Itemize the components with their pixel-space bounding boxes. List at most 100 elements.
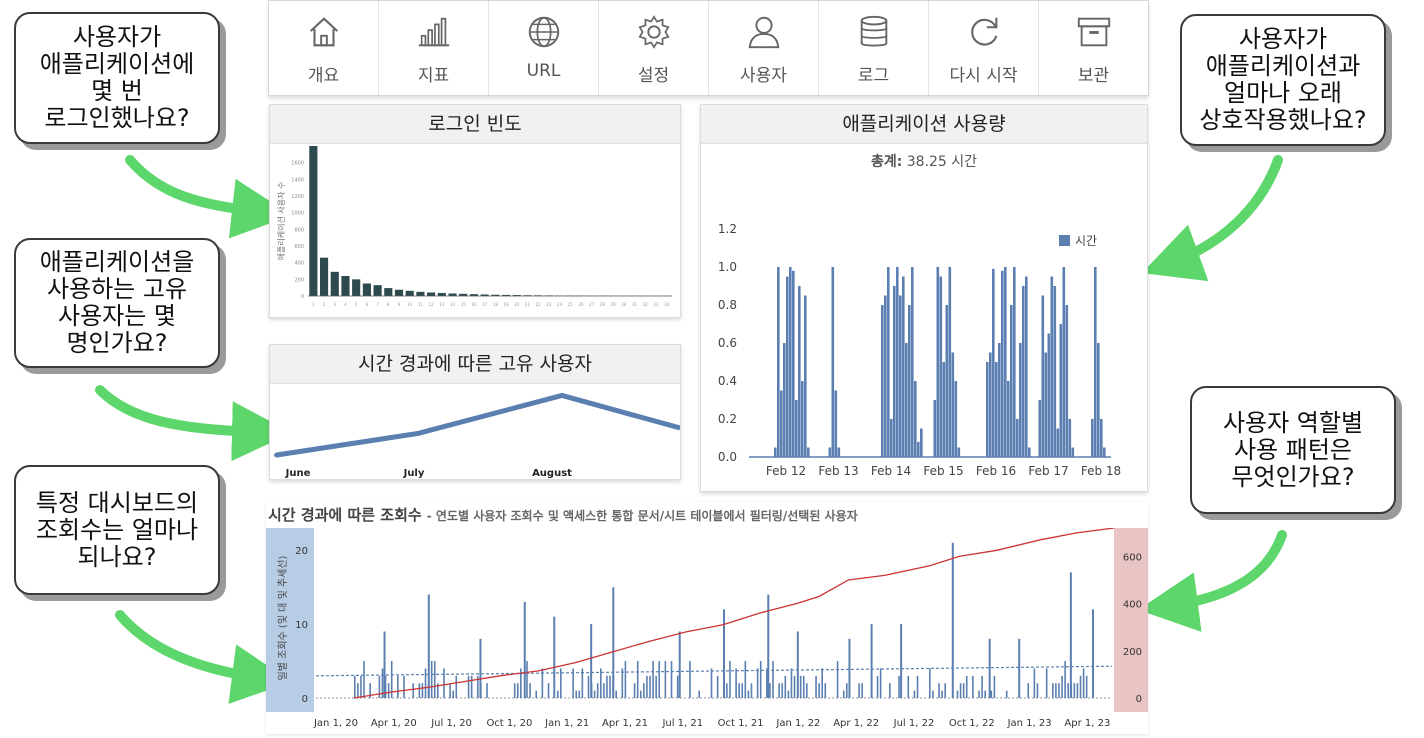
arrow-unique	[100, 390, 262, 432]
x-tick-label: 2	[323, 302, 326, 307]
nav-label: 로그	[858, 61, 889, 86]
y-tick-label: 600	[294, 244, 304, 250]
x-tick-label: 28	[600, 302, 606, 307]
view-bar	[677, 676, 679, 698]
view-bar-peak	[797, 631, 799, 698]
x-tick-label: Oct 1, 21	[718, 718, 764, 729]
usage-bar	[887, 267, 890, 457]
usage-bar	[949, 267, 952, 457]
refresh-icon	[965, 13, 1003, 51]
view-bar-peak	[871, 624, 873, 698]
usage-bar	[807, 448, 810, 458]
x-tick-label: Feb 18	[1081, 464, 1121, 478]
view-bar	[1080, 676, 1082, 698]
callout-unique-users: 애플리케이션을 사용하는 고유 사용자는 몇 명인가요?	[14, 238, 220, 368]
x-tick-label: 33	[653, 302, 659, 307]
usage-bar	[1001, 271, 1004, 457]
view-bar	[615, 691, 617, 698]
usage-bar	[986, 362, 989, 457]
usage-bar	[911, 267, 914, 457]
usage-bar	[1004, 267, 1007, 457]
view-bar	[914, 691, 916, 698]
y-tick-label: 1000	[291, 211, 304, 217]
x-tick-label: Apr 1, 21	[602, 718, 648, 729]
x-tick-label: Apr 1, 23	[1064, 718, 1110, 729]
view-bar	[757, 668, 759, 698]
view-bar	[791, 668, 793, 698]
view-bar	[529, 683, 531, 698]
view-bar	[1046, 668, 1048, 698]
view-bar	[652, 661, 654, 698]
nav-item-metrics[interactable]: 지표	[379, 1, 489, 95]
x-tick-label: Feb 13	[818, 464, 858, 478]
nav-label: 지표	[418, 61, 449, 86]
view-bar	[649, 676, 651, 698]
callout-role-patterns: 사용자 역할별 사용 패턴은 무엇인가요?	[1190, 386, 1396, 514]
usage-bar	[893, 286, 896, 457]
view-bar-peak	[384, 631, 386, 698]
view-bar	[643, 683, 645, 698]
view-bar	[600, 668, 602, 698]
usage-bar	[905, 343, 908, 457]
x-tick-label: 22	[536, 302, 542, 307]
usage-bar	[1048, 334, 1051, 458]
nav-item-archive[interactable]: 보관	[1039, 1, 1148, 95]
view-bar-peak	[900, 624, 902, 698]
usage-bar	[952, 353, 955, 458]
login-bar	[384, 288, 392, 296]
view-bar	[603, 683, 605, 698]
view-bar	[514, 683, 516, 698]
view-bar	[468, 676, 470, 698]
view-bar-peak	[553, 617, 555, 698]
x-tick-label: 5	[355, 302, 358, 307]
y-tick-label: 200	[294, 277, 304, 283]
nav-item-settings[interactable]: 설정	[599, 1, 709, 95]
nav-item-users[interactable]: 사용자	[709, 1, 819, 95]
view-bar	[548, 683, 550, 698]
x-tick-label: Apr 1, 20	[371, 718, 417, 729]
x-tick-label: 11	[418, 302, 424, 307]
usage-bar	[881, 305, 884, 457]
unique-users-point	[560, 393, 564, 397]
legend-label: 시간	[1075, 234, 1097, 248]
usage-bar	[1057, 429, 1060, 458]
usage-bar	[1010, 305, 1013, 457]
view-bar	[360, 676, 362, 698]
nav-item-overview[interactable]: 개요	[269, 1, 379, 95]
view-bar	[978, 691, 980, 698]
view-bar	[560, 668, 562, 698]
view-bar	[957, 691, 959, 698]
x-tick-label: 24	[557, 302, 563, 307]
view-bar	[929, 668, 931, 698]
usage-bar	[943, 362, 946, 457]
view-bar	[803, 676, 805, 698]
view-bar-peak	[989, 639, 991, 698]
view-bar	[1077, 683, 1079, 698]
usage-bar	[890, 419, 893, 457]
usage-bar	[1069, 419, 1072, 457]
y-tick-label: 0	[302, 694, 308, 705]
view-bar	[751, 683, 753, 698]
view-bar	[960, 683, 962, 698]
view-bar	[646, 676, 648, 698]
view-bar	[1067, 683, 1069, 698]
login-bar	[427, 293, 435, 297]
x-tick-label: 25	[568, 302, 574, 307]
view-bar	[726, 683, 728, 698]
view-bar	[1061, 676, 1063, 698]
usage-bar	[958, 448, 961, 458]
x-tick-label: Apr 1, 22	[833, 718, 879, 729]
usage-bar	[896, 267, 899, 457]
view-bar	[972, 676, 974, 698]
nav-item-url[interactable]: URL	[489, 1, 599, 95]
usage-bar	[1045, 353, 1048, 458]
usage-bar	[801, 381, 804, 457]
x-tick-label: 9	[398, 302, 401, 307]
nav-item-restart[interactable]: 다시 시작	[929, 1, 1039, 95]
view-bar	[658, 661, 660, 698]
x-tick-label: Jan 1, 20	[313, 718, 358, 729]
view-bar	[388, 683, 390, 698]
usage-bar	[917, 442, 920, 457]
nav-item-logs[interactable]: 로그	[819, 1, 929, 95]
